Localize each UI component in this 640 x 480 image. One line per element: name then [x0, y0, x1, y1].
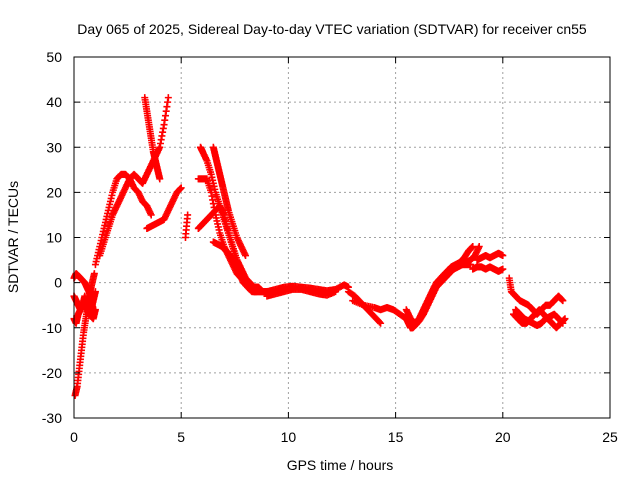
series-arc-evening-flat	[469, 263, 507, 275]
y-tick-label: 10	[46, 230, 62, 246]
series-arc-rise-second	[96, 94, 172, 260]
y-tick-label: 30	[46, 139, 62, 155]
data-point	[242, 252, 250, 260]
series-arc-trough-c	[402, 261, 475, 327]
data-point	[332, 288, 340, 296]
x-tick-label: 25	[602, 429, 618, 445]
series-arc-isolated	[181, 211, 192, 241]
data-point	[90, 270, 98, 278]
data-point	[252, 288, 260, 296]
grid-lines	[74, 57, 610, 418]
y-axis-label: SDTVAR / TECUs	[5, 181, 21, 293]
x-tick-label: 15	[388, 429, 404, 445]
data-series	[70, 94, 569, 399]
x-axis-ticks: 0 5 10 15 20 25	[70, 57, 618, 445]
y-tick-label: 20	[46, 184, 62, 200]
y-tick-label: -30	[42, 410, 62, 426]
x-tick-label: 10	[281, 429, 297, 445]
y-tick-label: -20	[42, 365, 62, 381]
y-tick-label: -10	[42, 320, 62, 336]
x-tick-label: 5	[177, 429, 185, 445]
data-point	[147, 211, 155, 219]
y-tick-label: 40	[46, 94, 62, 110]
series-arc-morning-peak	[209, 143, 250, 260]
data-point	[91, 306, 99, 314]
chart-title: Day 065 of 2025, Sidereal Day-to-day VTE…	[77, 21, 587, 37]
series-arc-morning-low	[209, 238, 260, 296]
data-point	[467, 261, 475, 269]
data-point	[499, 265, 507, 273]
y-tick-label: 50	[46, 49, 62, 65]
data-point	[156, 175, 164, 183]
data-point	[184, 211, 192, 219]
data-point	[469, 243, 477, 251]
series-arc-mid-tail	[143, 184, 185, 232]
data-point	[561, 315, 569, 323]
data-point	[376, 318, 384, 326]
data-point	[475, 243, 483, 251]
series-arc-early-neg2	[70, 301, 99, 327]
x-tick-label: 20	[495, 429, 511, 445]
x-tick-label: 0	[70, 429, 78, 445]
data-point	[164, 94, 172, 102]
y-tick-label: 0	[54, 275, 62, 291]
series-arc-high-drop	[141, 94, 164, 183]
series-arc-evening-flat2	[473, 249, 507, 264]
data-point	[499, 252, 507, 260]
data-point	[559, 297, 567, 305]
series-arc-day-flat2	[263, 285, 340, 300]
series-arc-late-c	[510, 306, 569, 332]
data-point	[377, 319, 385, 327]
data-point	[91, 288, 99, 296]
y-axis-ticks: -30 -20 -10 0 10 20 30 40 50	[42, 49, 610, 426]
data-point	[177, 184, 185, 192]
x-axis-label: GPS time / hours	[287, 457, 394, 473]
